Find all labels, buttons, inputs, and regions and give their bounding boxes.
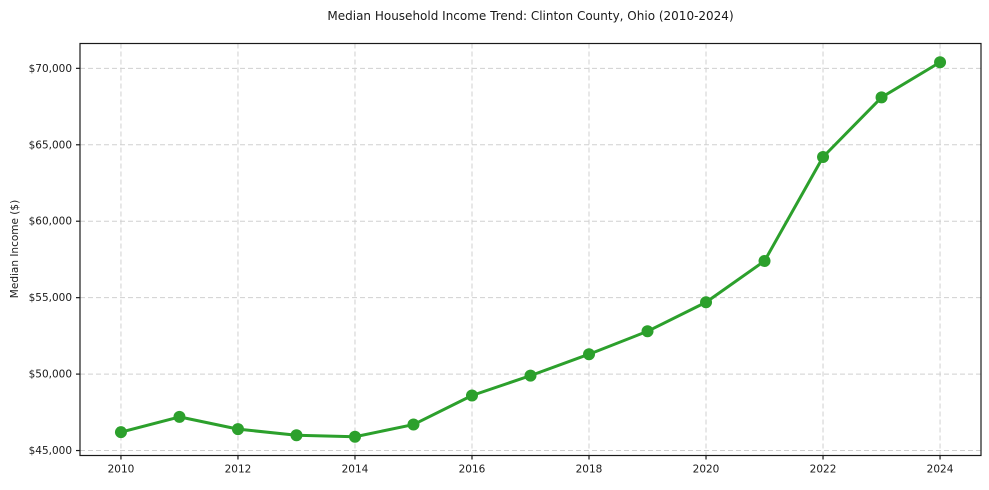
data-point bbox=[407, 418, 420, 431]
y-tick-label: $60,000 bbox=[29, 216, 72, 228]
y-tick-label: $50,000 bbox=[29, 369, 72, 381]
data-point bbox=[700, 296, 713, 309]
x-tick-label: 2022 bbox=[810, 464, 837, 476]
data-point bbox=[465, 389, 478, 402]
data-point bbox=[348, 430, 361, 443]
y-tick-label: $55,000 bbox=[29, 292, 72, 304]
data-point bbox=[641, 325, 654, 338]
x-tick-label: 2020 bbox=[693, 464, 720, 476]
data-point bbox=[173, 410, 186, 423]
data-point bbox=[934, 56, 947, 69]
y-tick-label: $65,000 bbox=[29, 139, 72, 151]
x-tick-label: 2014 bbox=[342, 464, 369, 476]
plot-border bbox=[79, 42, 982, 457]
data-point bbox=[114, 426, 127, 439]
x-tick-label: 2024 bbox=[927, 464, 954, 476]
chart-title: Median Household Income Trend: Clinton C… bbox=[327, 9, 734, 23]
y-tick-label: $45,000 bbox=[29, 445, 72, 457]
data-point bbox=[817, 151, 830, 164]
data-point bbox=[758, 254, 771, 267]
x-tick-label: 2018 bbox=[576, 464, 603, 476]
x-tick-label: 2010 bbox=[108, 464, 135, 476]
data-point bbox=[583, 348, 596, 361]
data-point bbox=[231, 423, 244, 436]
data-point bbox=[875, 91, 888, 104]
data-point bbox=[290, 429, 303, 442]
data-point bbox=[524, 369, 537, 382]
x-tick-label: 2012 bbox=[225, 464, 252, 476]
y-tick-label: $70,000 bbox=[29, 63, 72, 75]
x-tick-label: 2016 bbox=[459, 464, 486, 476]
